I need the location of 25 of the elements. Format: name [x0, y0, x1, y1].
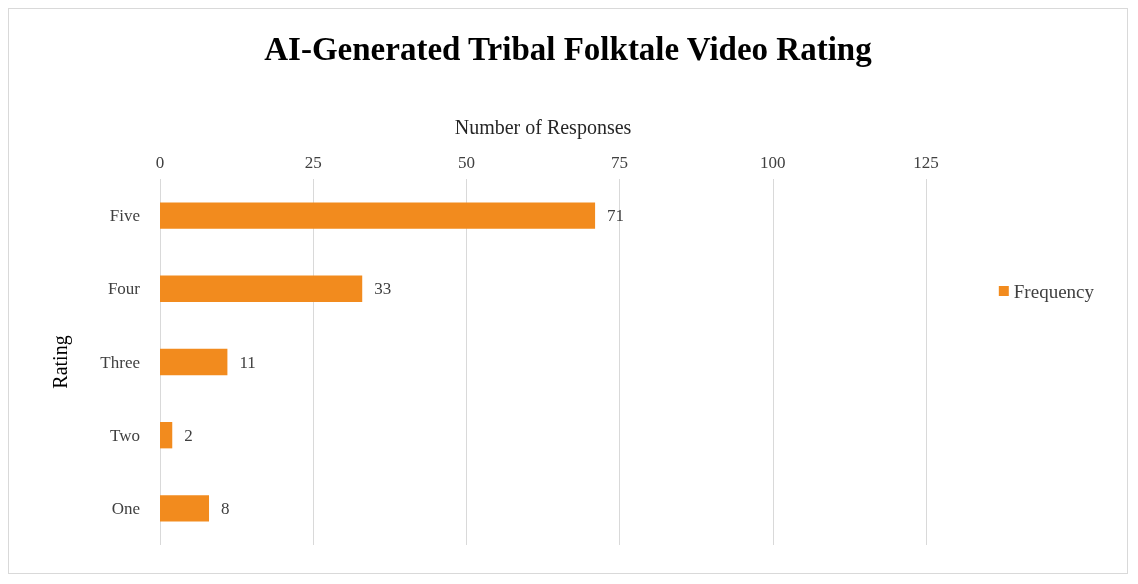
x-tick-label: 75	[611, 153, 629, 172]
bar	[160, 422, 173, 449]
legend-label: Frequency	[1013, 280, 1095, 302]
y-tick-label: Five	[109, 206, 140, 226]
bar	[160, 348, 228, 376]
data-label: 71	[607, 206, 625, 226]
data-label: 33	[374, 279, 392, 299]
x-axis-title: Number of Responses	[454, 116, 632, 139]
bar	[160, 495, 210, 522]
y-tick-label: One	[111, 498, 140, 518]
data-label: 2	[184, 425, 193, 445]
y-tick-label: Three	[100, 352, 140, 372]
chart-title: AI-Generated Tribal Folktale Video Rating	[264, 30, 873, 67]
y-axis-title: Rating	[49, 335, 72, 389]
x-tick-label: 100	[760, 153, 786, 172]
x-tick-label: 125	[913, 153, 939, 172]
bar	[160, 275, 363, 302]
data-label: 11	[239, 352, 256, 372]
x-tick-label: 0	[155, 153, 165, 172]
data-label: 8	[221, 498, 230, 518]
bar	[160, 202, 596, 229]
y-tick-label: Two	[110, 425, 140, 445]
x-tick-label: 50	[457, 153, 475, 172]
x-tick-label: 25	[304, 153, 322, 172]
y-tick-label: Four	[107, 279, 141, 299]
